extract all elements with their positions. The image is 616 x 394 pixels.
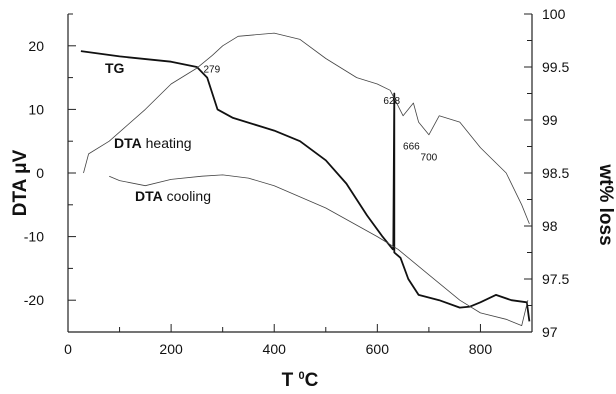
series-label-dta-heating: DTA heating xyxy=(114,135,192,151)
series-label-dta-cooling: DTA cooling xyxy=(135,188,211,204)
peak-annotation: 628 xyxy=(383,96,400,107)
peak-annotation: 666 xyxy=(403,142,420,153)
x-tick-label: 400 xyxy=(263,341,287,357)
y-left-tick-label: 0 xyxy=(36,165,44,181)
x-axis-ticks: 0 200 400 600 800 xyxy=(64,324,533,357)
y-left-axis-title-unit: μV xyxy=(10,149,31,174)
x-axis-title-unit: C xyxy=(305,370,319,391)
peak-annotation: 700 xyxy=(421,152,438,163)
y-right-tick-label: 98 xyxy=(542,218,558,234)
series-label-tg: TG xyxy=(105,60,125,76)
x-tick-label: 200 xyxy=(159,341,183,357)
y-left-axis-title: DTA μV xyxy=(10,149,31,216)
series-lines xyxy=(80,32,531,326)
x-axis-title-main: T xyxy=(282,370,299,391)
y-right-tick-label: 99.5 xyxy=(542,59,569,75)
series-label-dta-cooling-rest: cooling xyxy=(163,188,211,204)
series-label-tg-bold: TG xyxy=(105,60,125,76)
x-axis-title-sup: 0 xyxy=(299,370,305,382)
series-label-dta-heating-bold: DTA xyxy=(114,135,142,151)
series-label-dta-cooling-bold: DTA xyxy=(135,188,163,204)
y-left-tick-label: 10 xyxy=(28,101,44,117)
y-right-tick-label: 97.5 xyxy=(542,271,569,287)
y-left-axis-ticks: -20 -10 0 10 20 xyxy=(24,13,76,333)
y-right-tick-label: 97 xyxy=(542,324,558,340)
series-line-1 xyxy=(83,32,530,225)
peak-annotation: 279 xyxy=(203,64,220,75)
x-axis-title: T 0C xyxy=(282,370,319,391)
series-line-2 xyxy=(109,174,529,326)
y-right-tick-label: 98.5 xyxy=(542,165,569,181)
y-left-tick-label: 20 xyxy=(28,38,44,54)
y-right-axis-ticks: 97 97.5 98 98.5 99 99.5 100 xyxy=(524,6,569,340)
y-right-tick-label: 100 xyxy=(542,6,566,22)
y-right-axis-title: wt% loss xyxy=(595,163,616,245)
series-label-dta-heating-rest: heating xyxy=(142,135,192,151)
x-tick-label: 0 xyxy=(64,341,72,357)
y-left-axis-title-main: DTA xyxy=(10,174,31,216)
x-tick-label: 800 xyxy=(469,341,493,357)
x-tick-label: 600 xyxy=(366,341,390,357)
y-right-tick-label: 99 xyxy=(542,112,558,128)
series-line-0 xyxy=(80,50,531,322)
y-left-tick-label: -10 xyxy=(24,229,44,245)
y-left-tick-label: -20 xyxy=(24,292,44,308)
plot-area: 0 200 400 600 800 -20 -10 0 10 20 97 97.5 98 98.5 99… xyxy=(24,6,570,357)
